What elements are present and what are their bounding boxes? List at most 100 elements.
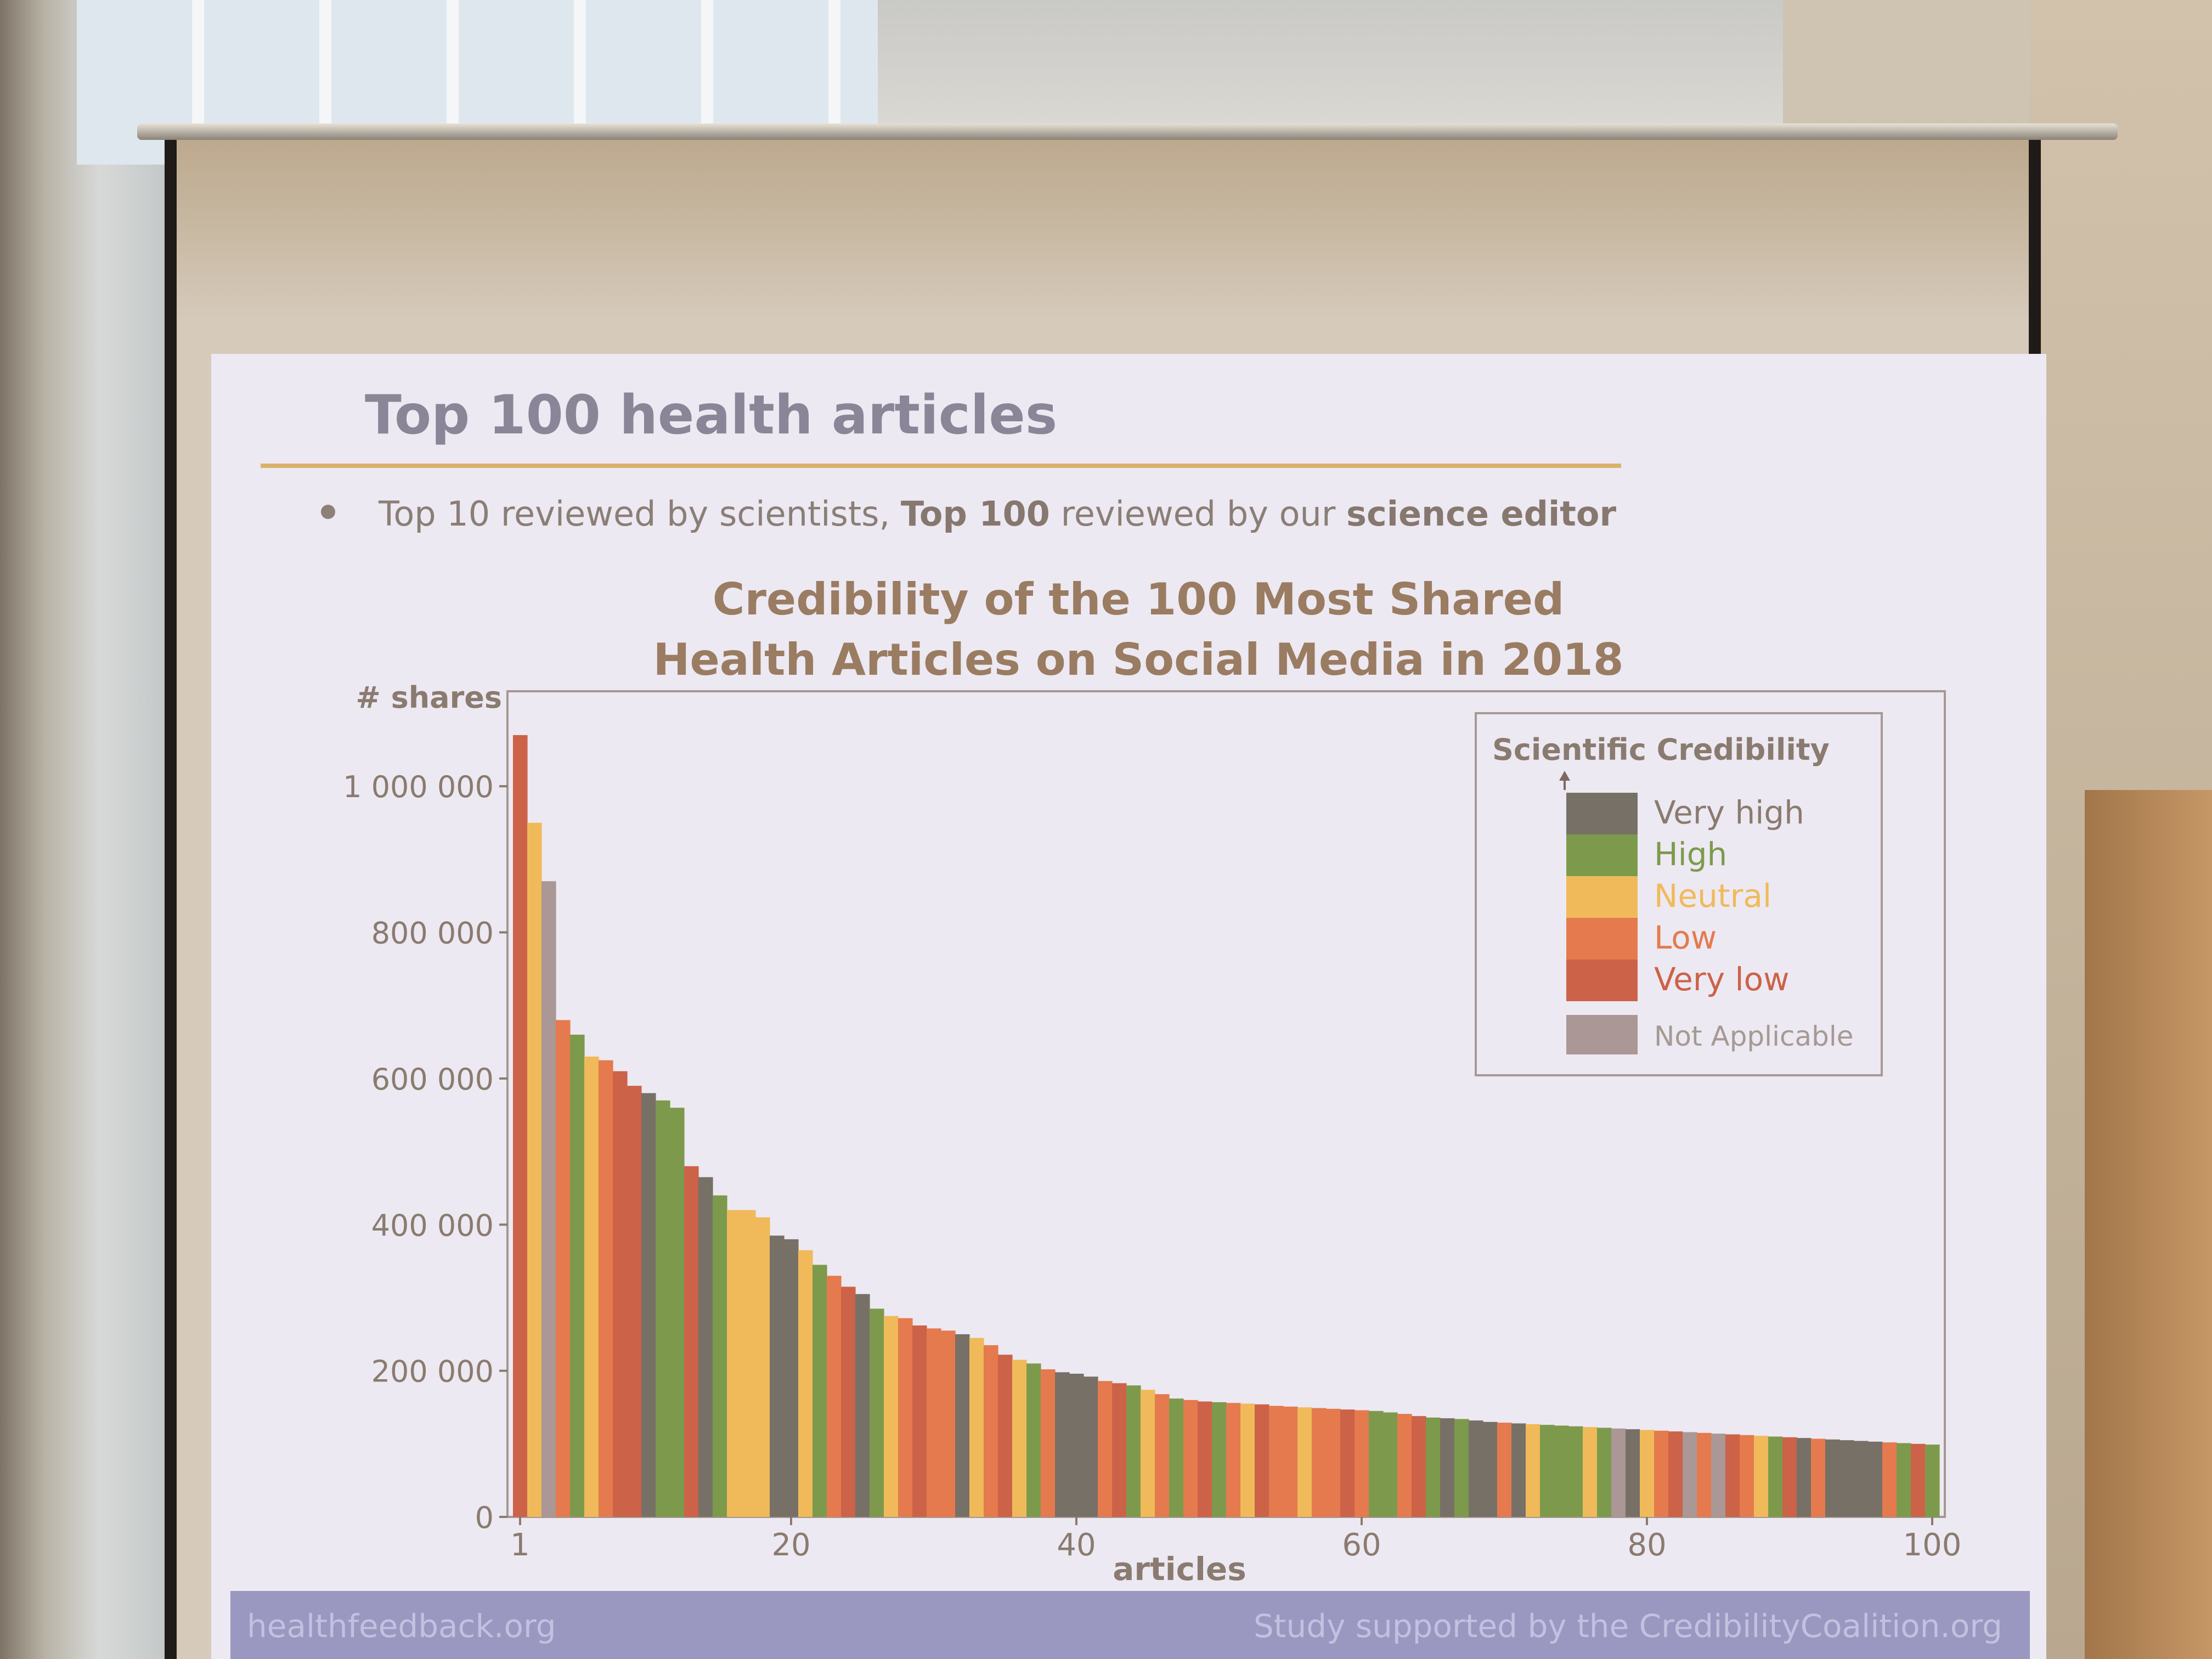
bar-article-67 bbox=[1454, 1419, 1469, 1517]
bar-article-99 bbox=[1911, 1443, 1926, 1517]
bar-article-21 bbox=[798, 1250, 813, 1517]
bullet-dot bbox=[321, 505, 335, 519]
bar-article-66 bbox=[1440, 1418, 1455, 1517]
bullet-part-bold: science editor bbox=[1346, 494, 1617, 534]
bar-article-48 bbox=[1183, 1400, 1198, 1517]
bar-article-5 bbox=[570, 1034, 585, 1517]
bar-article-41 bbox=[1084, 1376, 1098, 1517]
bar-article-97 bbox=[1882, 1442, 1897, 1517]
bar-article-39 bbox=[1055, 1372, 1070, 1517]
bar-article-65 bbox=[1426, 1417, 1441, 1517]
bar-article-33 bbox=[969, 1338, 984, 1517]
legend-swatch-very-high bbox=[1566, 793, 1638, 834]
bar-article-10 bbox=[641, 1093, 656, 1517]
window-left bbox=[0, 0, 181, 1659]
chart-title-line-2: Health Articles on Social Media in 2018 bbox=[653, 634, 1624, 685]
bar-article-29 bbox=[912, 1325, 927, 1517]
bar-article-17 bbox=[741, 1210, 756, 1517]
bar-article-87 bbox=[1740, 1435, 1754, 1517]
bar-article-18 bbox=[755, 1217, 770, 1517]
bar-article-25 bbox=[855, 1294, 870, 1517]
y-ticks-group: 0 200 000 400 000 600 000 800 000 1 000 000 bbox=[343, 770, 507, 1535]
bar-article-59 bbox=[1340, 1409, 1355, 1517]
bar-article-49 bbox=[1198, 1401, 1212, 1517]
bar-article-68 bbox=[1469, 1420, 1483, 1517]
bar-article-22 bbox=[812, 1265, 827, 1517]
x-tick-label: 20 bbox=[771, 1527, 810, 1563]
bar-article-70 bbox=[1497, 1423, 1512, 1517]
legend-label: Very high bbox=[1654, 794, 1804, 831]
bar-article-6 bbox=[584, 1056, 599, 1517]
bar-article-42 bbox=[1098, 1381, 1113, 1517]
bar-article-2 bbox=[527, 822, 542, 1517]
bar-article-86 bbox=[1725, 1434, 1740, 1517]
bar-article-7 bbox=[599, 1060, 613, 1517]
bar-article-79 bbox=[1626, 1429, 1640, 1517]
legend: Scientific Credibility Very high High Neut… bbox=[1475, 712, 1883, 1076]
projection-screen-bar bbox=[137, 123, 2118, 140]
chart-title-line-1: Credibility of the 100 Most Shared bbox=[713, 574, 1564, 625]
bar-article-24 bbox=[841, 1286, 856, 1517]
y-tick-label: 200 000 bbox=[371, 1355, 494, 1389]
bar-article-100 bbox=[1925, 1444, 1940, 1517]
title-rule bbox=[261, 464, 1621, 468]
slide: Top 100 health articles Top 10 reviewed … bbox=[211, 354, 2046, 1659]
bar-article-54 bbox=[1269, 1406, 1284, 1517]
bar-article-78 bbox=[1611, 1428, 1626, 1517]
y-tick-label: 400 000 bbox=[371, 1208, 494, 1243]
legend-swatch-neutral bbox=[1566, 876, 1638, 918]
bar-article-56 bbox=[1297, 1407, 1312, 1517]
bar-article-23 bbox=[827, 1276, 842, 1517]
bullet-part: Top 10 reviewed by scientists, bbox=[379, 494, 901, 534]
bar-article-85 bbox=[1711, 1434, 1726, 1517]
x-tick-label: 80 bbox=[1627, 1527, 1666, 1563]
bar-article-92 bbox=[1811, 1438, 1826, 1517]
bar-article-15 bbox=[713, 1195, 727, 1517]
x-axis-label: articles bbox=[1113, 1550, 1246, 1588]
x-tick-label: 100 bbox=[1903, 1527, 1962, 1563]
x-tick-label: 1 bbox=[510, 1527, 530, 1563]
y-tick-label: 600 000 bbox=[371, 1062, 494, 1097]
bar-article-96 bbox=[1868, 1441, 1883, 1517]
bar-article-61 bbox=[1369, 1410, 1384, 1517]
bar-article-20 bbox=[784, 1239, 799, 1517]
legend-label: Neutral bbox=[1654, 877, 1771, 915]
bar-article-44 bbox=[1126, 1385, 1141, 1517]
bar-article-64 bbox=[1412, 1416, 1426, 1517]
bar-article-84 bbox=[1697, 1432, 1712, 1517]
x-tick-label: 60 bbox=[1342, 1527, 1381, 1563]
bar-article-63 bbox=[1397, 1414, 1412, 1517]
bar-article-57 bbox=[1312, 1408, 1327, 1517]
bar-article-71 bbox=[1511, 1423, 1526, 1517]
bar-article-82 bbox=[1668, 1431, 1683, 1517]
legend-label: High bbox=[1654, 836, 1727, 873]
legend-swatch-high bbox=[1566, 834, 1638, 876]
bar-article-31 bbox=[941, 1330, 956, 1517]
bar-article-38 bbox=[1041, 1369, 1056, 1517]
bar-article-94 bbox=[1839, 1440, 1854, 1517]
slide-footer: healthfeedback.org Study supported by th… bbox=[230, 1591, 2030, 1659]
bar-article-62 bbox=[1383, 1412, 1398, 1517]
bar-article-81 bbox=[1654, 1430, 1669, 1517]
bar-article-19 bbox=[770, 1235, 785, 1517]
bar-article-91 bbox=[1797, 1438, 1812, 1517]
bar-article-88 bbox=[1754, 1436, 1769, 1517]
bar-article-55 bbox=[1283, 1406, 1298, 1517]
bar-article-32 bbox=[955, 1334, 970, 1517]
bar-article-8 bbox=[613, 1071, 628, 1517]
bar-article-43 bbox=[1112, 1383, 1127, 1517]
bar-article-45 bbox=[1141, 1390, 1155, 1517]
legend-label: Low bbox=[1654, 919, 1717, 956]
bookshelf bbox=[2085, 790, 2212, 1659]
bar-article-35 bbox=[998, 1355, 1013, 1517]
bar-article-34 bbox=[984, 1345, 998, 1517]
bar-article-58 bbox=[1326, 1408, 1341, 1517]
bar-article-90 bbox=[1782, 1437, 1797, 1517]
bar-article-93 bbox=[1825, 1439, 1840, 1517]
bar-article-52 bbox=[1240, 1403, 1255, 1517]
bar-article-4 bbox=[556, 1020, 571, 1517]
bar-article-9 bbox=[627, 1086, 642, 1517]
slide-title: Top 100 health articles bbox=[365, 384, 1058, 447]
bar-article-53 bbox=[1255, 1404, 1269, 1517]
bar-article-89 bbox=[1768, 1436, 1783, 1517]
